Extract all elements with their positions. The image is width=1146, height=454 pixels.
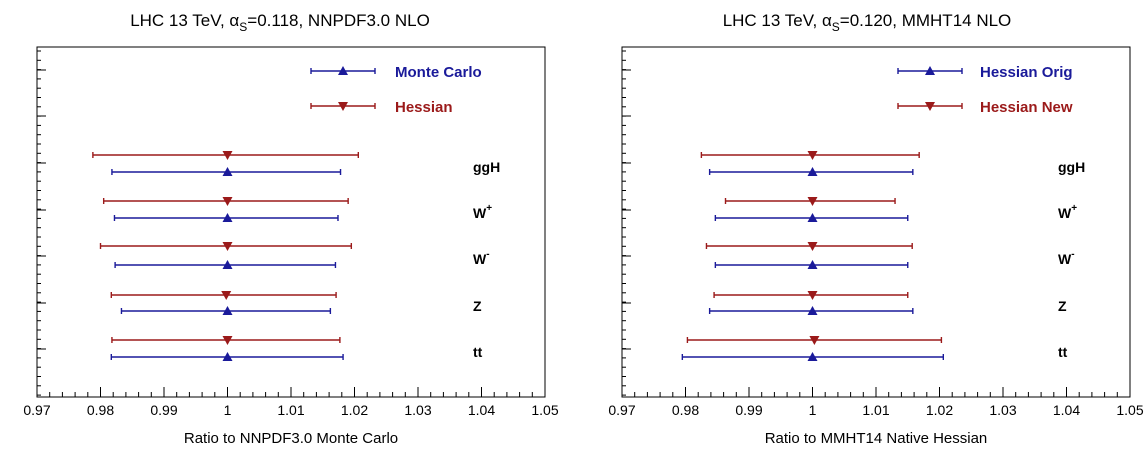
process-label-text: tt — [473, 344, 483, 360]
chart-title: LHC 13 TeV, αS=0.118, NNPDF3.0 NLO — [130, 11, 430, 34]
chart-title-subscript: S — [239, 20, 247, 34]
process-label: ggH — [1058, 159, 1085, 175]
process-label: Z — [473, 298, 482, 314]
process-label: ggH — [473, 159, 500, 175]
x-tick-label: 0.97 — [23, 402, 50, 418]
chart-title-post: =0.118, NNPDF3.0 NLO — [247, 11, 430, 30]
chart-title: LHC 13 TeV, αS=0.120, MMHT14 NLO — [723, 11, 1012, 34]
legend-label: Hessian — [395, 99, 453, 116]
legend-label: Hessian Orig — [980, 64, 1073, 81]
data-marker — [807, 291, 818, 300]
process-label: W- — [1058, 249, 1075, 267]
x-tick-label: 0.99 — [150, 402, 177, 418]
data-marker — [807, 213, 818, 222]
process-label: Z — [1058, 298, 1067, 314]
data-marker — [807, 352, 818, 361]
process-label-text: W — [1058, 205, 1072, 221]
chart-title-pre: LHC 13 TeV, α — [723, 11, 832, 30]
legend-entry: Monte Carlo — [310, 64, 482, 81]
process-label-text: W — [473, 251, 487, 267]
process-label-sup: + — [486, 203, 492, 214]
process-label-text: ggH — [1058, 159, 1085, 175]
legend-label: Monte Carlo — [395, 64, 482, 81]
right-panel: LHC 13 TeV, αS=0.120, MMHT14 NLO 0.97 0.98… — [608, 11, 1143, 447]
data-marker — [222, 242, 233, 251]
x-tick-label: 1.03 — [989, 402, 1016, 418]
process-label-text: W — [473, 205, 487, 221]
data-errorbar — [705, 243, 913, 249]
x-tick-label: 0.98 — [672, 402, 699, 418]
data-marker — [807, 167, 818, 176]
process-label-sup: - — [1071, 249, 1074, 260]
process-label-text: W — [1058, 251, 1072, 267]
legend-marker — [925, 66, 935, 75]
x-axis-label: Ratio to NNPDF3.0 Monte Carlo — [184, 430, 398, 447]
legend-entry: Hessian — [310, 99, 453, 116]
data-marker — [807, 306, 818, 315]
x-tick-label: 1.02 — [341, 402, 368, 418]
data-marker — [807, 151, 818, 160]
process-label: W+ — [1058, 203, 1077, 221]
process-label-text: tt — [1058, 344, 1068, 360]
process-label-text: ggH — [473, 159, 500, 175]
plot-frame — [36, 46, 546, 398]
data-marker — [222, 352, 233, 361]
x-tick-label: 1.03 — [404, 402, 431, 418]
legend-marker — [338, 102, 348, 111]
x-tick-label: 0.98 — [87, 402, 114, 418]
x-tick-label: 1.02 — [926, 402, 953, 418]
data-marker — [807, 242, 818, 251]
x-tick-label: 1.05 — [1116, 402, 1143, 418]
x-tick-label: 1.05 — [531, 402, 558, 418]
process-label: W+ — [473, 203, 492, 221]
process-label-sup: + — [1071, 203, 1077, 214]
process-label: W- — [473, 249, 490, 267]
process-label-sup: - — [486, 249, 489, 260]
x-tick-label: 1.04 — [468, 402, 495, 418]
chart-title-pre: LHC 13 TeV, α — [130, 11, 239, 30]
data-marker — [222, 167, 233, 176]
data-marker — [222, 213, 233, 222]
data-marker — [222, 306, 233, 315]
left-panel: LHC 13 TeV, αS=0.118, NNPDF3.0 NLO 0.97 0.… — [23, 11, 558, 447]
data-marker — [222, 197, 233, 206]
x-tick-label: 1.04 — [1053, 402, 1080, 418]
process-label-text: Z — [1058, 298, 1067, 314]
chart-title-post: =0.120, MMHT14 NLO — [840, 11, 1012, 30]
process-label: tt — [473, 344, 483, 360]
data-marker — [222, 151, 233, 160]
data-marker — [809, 336, 820, 345]
x-tick-label: 1.01 — [277, 402, 304, 418]
chart-title-subscript: S — [832, 20, 840, 34]
legend-entry: Hessian New — [897, 99, 1073, 116]
data-marker — [807, 260, 818, 269]
x-tick-label: 0.97 — [608, 402, 635, 418]
data-marker — [807, 197, 818, 206]
x-tick-label: 1.01 — [862, 402, 889, 418]
data-marker — [222, 336, 233, 345]
data-marker — [222, 260, 233, 269]
data-marker — [221, 291, 232, 300]
x-tick-label: 1 — [224, 402, 232, 418]
x-axis-label: Ratio to MMHT14 Native Hessian — [765, 430, 988, 447]
x-tick-label: 0.99 — [735, 402, 762, 418]
legend-entry: Hessian Orig — [897, 64, 1073, 81]
x-tick-label: 1 — [809, 402, 817, 418]
legend-label: Hessian New — [980, 99, 1073, 116]
legend-marker — [338, 66, 348, 75]
process-label-text: Z — [473, 298, 482, 314]
process-label: tt — [1058, 344, 1068, 360]
legend-marker — [925, 102, 935, 111]
